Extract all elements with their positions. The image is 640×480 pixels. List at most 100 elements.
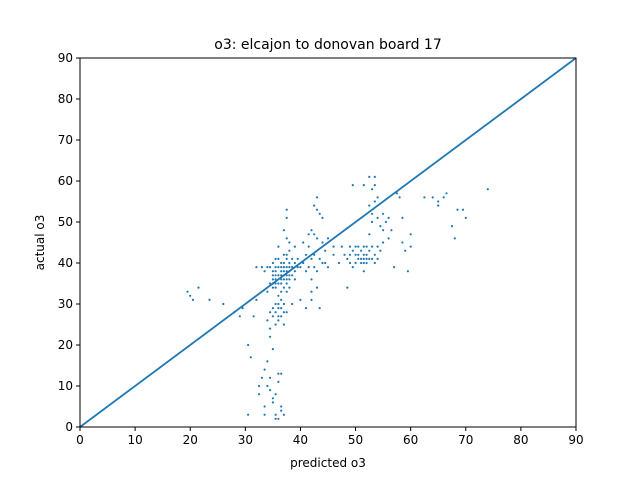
scatter-point (376, 257, 379, 260)
scatter-point (318, 257, 321, 260)
x-tick-label: 60 (403, 433, 418, 447)
y-tick-label: 20 (58, 338, 73, 352)
x-tick-label: 0 (76, 433, 84, 447)
scatter-point (280, 282, 283, 285)
scatter-point (332, 245, 335, 248)
scatter-point (274, 266, 277, 269)
scatter-point (282, 323, 285, 326)
scatter-point (346, 286, 349, 289)
scatter-point (191, 298, 195, 301)
scatter-point (285, 266, 288, 269)
scatter-point (282, 311, 285, 314)
scatter-point (271, 286, 274, 289)
scatter-point (274, 311, 277, 314)
y-tick-label: 70 (58, 133, 73, 147)
scatter-point (371, 220, 374, 224)
scatter-point (376, 196, 379, 199)
scatter-point (437, 200, 440, 203)
scatter-point (373, 175, 376, 178)
scatter-point (247, 413, 250, 416)
scatter-point (263, 405, 266, 408)
scatter-point (406, 270, 409, 273)
scatter-point (293, 278, 296, 281)
scatter-point (280, 315, 283, 318)
scatter-point (260, 266, 263, 269)
scatter-point (368, 249, 371, 252)
scatter-point (277, 245, 280, 248)
scatter-point (266, 266, 269, 269)
scatter-point (249, 356, 252, 359)
scatter-point (461, 208, 465, 211)
scatter-point (313, 266, 316, 269)
scatter-point (351, 184, 354, 187)
scatter-point (277, 319, 280, 322)
scatter-point (313, 204, 316, 207)
scatter-point (288, 241, 291, 244)
scatter-point (285, 253, 288, 256)
scatter-point (368, 233, 371, 236)
scatter-point (271, 270, 274, 273)
scatter-point (274, 274, 277, 277)
scatter-point (371, 188, 374, 191)
scatter-point (293, 270, 296, 273)
scatter-point (318, 212, 321, 215)
scatter-point (285, 290, 288, 293)
scatter-point (409, 245, 412, 248)
scatter-point (277, 307, 280, 310)
scatter-point (291, 274, 294, 277)
scatter-point (271, 307, 274, 310)
scatter-point (376, 245, 379, 248)
y-tick-label: 90 (58, 51, 73, 65)
scatter-point (390, 229, 393, 232)
scatter-point (282, 266, 285, 269)
scatter-point (299, 266, 302, 269)
scatter-point (277, 282, 280, 285)
scatter-point (384, 220, 387, 224)
scatter-point (255, 298, 258, 301)
scatter-point (379, 249, 382, 252)
scatter-point (362, 245, 365, 248)
scatter-point (269, 389, 272, 392)
scatter-point (271, 401, 274, 404)
scatter-point (326, 266, 330, 269)
chart-title: o3: elcajon to donovan board 17 (214, 37, 441, 53)
scatter-point (398, 196, 401, 199)
scatter-point (360, 257, 363, 260)
scatter-point (362, 257, 365, 260)
scatter-point (321, 241, 324, 244)
y-tick-label: 10 (58, 379, 73, 393)
scatter-point (393, 266, 396, 269)
scatter-point (365, 245, 368, 248)
scatter-point (354, 261, 357, 265)
scatter-point (373, 253, 376, 256)
scatter-point (285, 282, 288, 285)
scatter-point (445, 192, 448, 195)
scatter-point (354, 245, 357, 248)
x-tick-label: 50 (348, 433, 363, 447)
scatter-point (368, 257, 371, 260)
scatter-point (299, 298, 302, 301)
scatter-point (456, 208, 459, 211)
scatter-point (288, 249, 291, 252)
scatter-point (280, 405, 283, 408)
scatter-point (409, 233, 412, 236)
scatter-point (266, 360, 269, 363)
scatter-point (362, 261, 365, 265)
scatter-point (368, 175, 371, 178)
scatter-point (288, 266, 291, 269)
scatter-point (453, 237, 456, 240)
scatter-point (442, 196, 445, 199)
scatter-point (274, 278, 277, 281)
y-axis-label: actual o3 (33, 215, 47, 271)
scatter-point (321, 216, 324, 219)
scatter-point (373, 200, 376, 203)
scatter-point (266, 384, 269, 388)
scatter-point (280, 290, 283, 293)
scatter-point (310, 229, 313, 232)
scatter-point (277, 274, 280, 277)
scatter-point (288, 261, 291, 265)
scatter-point (263, 413, 266, 416)
scatter-point (274, 286, 277, 289)
scatter-point (357, 257, 360, 260)
scatter-point (271, 278, 274, 281)
